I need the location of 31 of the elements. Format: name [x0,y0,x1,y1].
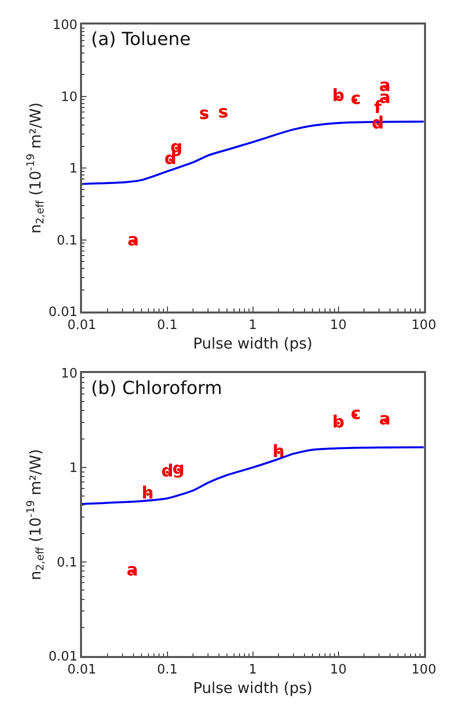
data-label: b [332,412,344,432]
data-label: h [142,484,154,504]
data-label: h [272,442,285,462]
data-label: b [332,86,344,106]
data-label: a [126,560,138,581]
y-tick-label: 0.01 [48,650,78,665]
data-label: c [350,89,361,110]
x-tick-label: 10 [330,662,347,678]
y-tick-label: 100 [52,18,78,34]
y-tick-label: 1 [69,461,78,476]
x-tick-label: 10 [330,318,347,333]
x-tick-label: 1 [248,662,257,678]
x-tick-label: 0.1 [156,318,178,333]
x-axis-title: Pulse width (ps) [193,334,313,352]
y-tick-label: 10 [60,366,78,382]
y-tick-label: 10 [60,90,78,105]
data-label: c [350,404,361,424]
x-tick-label: 0.1 [156,662,178,678]
x-tick-label: 100 [411,318,436,333]
x-tick-label: 100 [411,662,436,678]
data-label: g [172,458,185,479]
y-tick-label: 1 [69,162,78,177]
chart-title: (a) Toluene [91,29,191,50]
chart-title: (b) Chloroform [91,378,222,399]
y-tick-label: 0.1 [56,233,78,248]
y-tick-label: 0.1 [56,555,78,570]
data-label: d [161,461,174,482]
y-tick-label: 0.01 [48,305,78,320]
x-tick-label: 1 [248,318,257,333]
x-axis-title: Pulse width (ps) [193,678,313,697]
data-label: a [379,410,391,430]
